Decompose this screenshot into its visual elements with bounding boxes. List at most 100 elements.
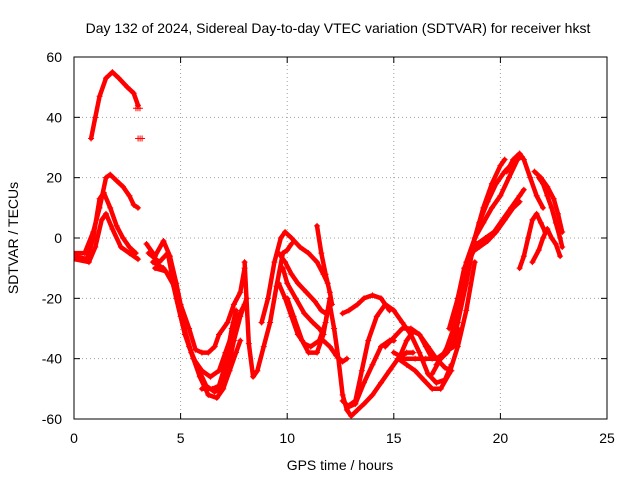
data-point bbox=[525, 235, 532, 241]
data-point bbox=[288, 271, 295, 278]
data-point bbox=[74, 256, 77, 263]
data-point bbox=[88, 135, 95, 142]
data-point bbox=[399, 319, 406, 326]
data-point bbox=[296, 244, 303, 251]
data-point bbox=[292, 295, 299, 302]
data-point bbox=[544, 192, 551, 199]
series-s31 bbox=[503, 150, 547, 211]
data-point bbox=[318, 250, 325, 257]
data-point bbox=[288, 235, 295, 241]
grid bbox=[74, 57, 607, 419]
data-point bbox=[505, 174, 512, 181]
data-point bbox=[126, 250, 133, 257]
data-point bbox=[326, 289, 333, 296]
data-point bbox=[401, 355, 408, 362]
data-point bbox=[260, 343, 267, 350]
data-point bbox=[527, 174, 534, 181]
data-point bbox=[360, 379, 367, 386]
data-point bbox=[535, 247, 542, 254]
data-point bbox=[311, 298, 318, 305]
data-point bbox=[277, 235, 284, 241]
data-point bbox=[284, 295, 291, 302]
data-point bbox=[207, 373, 214, 380]
data-point bbox=[282, 228, 289, 235]
data-point bbox=[346, 307, 353, 314]
series-s21 bbox=[339, 292, 393, 317]
data-point bbox=[186, 325, 193, 332]
data-point bbox=[107, 204, 114, 211]
data-point bbox=[503, 168, 510, 175]
data-point bbox=[134, 256, 141, 263]
data-point bbox=[198, 349, 205, 356]
data-point bbox=[520, 186, 527, 193]
data-point bbox=[365, 337, 372, 344]
data-point bbox=[233, 307, 240, 314]
series-s9 bbox=[198, 307, 240, 392]
data-point bbox=[113, 177, 120, 184]
data-point bbox=[220, 385, 227, 392]
data-point bbox=[348, 412, 355, 419]
data-point bbox=[162, 268, 169, 275]
data-point bbox=[134, 204, 141, 211]
data-point bbox=[303, 289, 310, 296]
x-tick-label: 15 bbox=[386, 430, 402, 446]
data-point bbox=[360, 400, 367, 407]
series-s33 bbox=[529, 225, 564, 266]
series-s20 bbox=[320, 337, 350, 365]
data-point bbox=[305, 250, 312, 257]
data-point bbox=[245, 340, 252, 347]
data-point bbox=[373, 313, 380, 320]
data-point bbox=[554, 210, 561, 217]
data-point bbox=[145, 250, 152, 257]
data-point bbox=[326, 343, 333, 350]
data-point bbox=[544, 183, 551, 190]
data-point bbox=[124, 84, 131, 91]
y-tick-label: -60 bbox=[42, 411, 62, 427]
data-point bbox=[96, 195, 103, 202]
data-point bbox=[188, 349, 195, 356]
data-point bbox=[437, 385, 444, 392]
x-tick-label: 25 bbox=[599, 430, 615, 446]
data-point bbox=[250, 373, 257, 380]
data-point bbox=[230, 301, 237, 308]
data-point bbox=[314, 222, 321, 229]
data-point bbox=[450, 343, 457, 350]
data-point bbox=[102, 210, 109, 217]
y-tick-label: 40 bbox=[46, 109, 62, 125]
data-point bbox=[288, 241, 295, 248]
series-s4 bbox=[74, 210, 141, 266]
series-s24 bbox=[395, 259, 478, 392]
data-point bbox=[499, 216, 506, 223]
data-point bbox=[497, 162, 504, 169]
data-point bbox=[309, 319, 316, 326]
data-point bbox=[471, 259, 478, 266]
data-point bbox=[258, 319, 265, 326]
data-point bbox=[109, 225, 116, 232]
plot-series bbox=[74, 69, 566, 419]
data-point bbox=[403, 337, 410, 344]
data-point bbox=[529, 259, 536, 266]
series-line bbox=[532, 169, 565, 235]
series-line bbox=[344, 302, 454, 410]
data-point bbox=[407, 325, 414, 332]
data-point bbox=[533, 192, 540, 199]
data-point bbox=[205, 391, 212, 398]
data-point bbox=[85, 259, 92, 266]
data-point bbox=[120, 235, 127, 241]
data-point bbox=[378, 379, 385, 386]
data-point bbox=[386, 367, 393, 374]
data-point bbox=[314, 259, 321, 266]
data-point bbox=[196, 373, 203, 380]
data-point bbox=[382, 343, 389, 350]
data-point bbox=[74, 250, 77, 257]
data-point bbox=[294, 280, 301, 287]
data-point bbox=[130, 201, 137, 208]
data-point bbox=[369, 361, 376, 368]
data-point bbox=[198, 385, 205, 392]
data-point bbox=[540, 204, 547, 211]
data-point bbox=[412, 355, 419, 362]
data-point bbox=[275, 280, 282, 287]
data-point bbox=[305, 349, 312, 356]
y-tick-label: -20 bbox=[42, 290, 62, 306]
data-point bbox=[326, 301, 333, 308]
